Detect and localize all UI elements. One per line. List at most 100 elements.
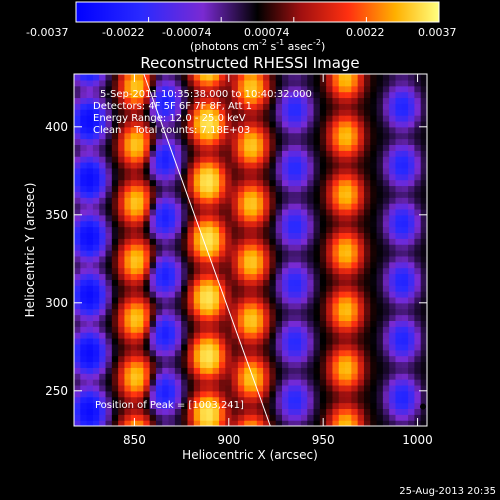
heatmap-cell <box>326 308 334 316</box>
heatmap-cell <box>111 308 119 316</box>
heatmap-cell <box>401 220 409 228</box>
heatmap-cell <box>370 261 378 269</box>
heatmap-cell <box>149 238 157 245</box>
heatmap-cell <box>149 373 157 380</box>
heatmap-cell <box>124 338 132 345</box>
heatmap-cell <box>408 115 415 122</box>
heatmap-cell <box>193 320 201 327</box>
heatmap-cell <box>187 250 195 257</box>
heatmap-cell <box>326 390 334 398</box>
heatmap-cell <box>200 144 207 151</box>
heatmap-cell <box>313 373 321 380</box>
heatmap-cell <box>313 91 321 99</box>
heatmap-cell <box>218 291 226 298</box>
heatmap-cell <box>218 126 226 134</box>
heatmap-cell <box>269 267 277 275</box>
heatmap-cell <box>313 132 321 140</box>
heatmap-cell <box>155 156 163 163</box>
heatmap-cell <box>395 320 403 327</box>
heatmap-cell <box>351 338 359 345</box>
heatmap-cell <box>420 326 427 333</box>
heatmap-cell <box>269 238 277 245</box>
heatmap-cell <box>408 208 415 216</box>
heatmap-cell <box>155 326 163 333</box>
heatmap-cell <box>174 308 182 316</box>
heatmap-cell <box>118 332 126 339</box>
heatmap-cell <box>376 273 384 280</box>
heatmap-cell <box>307 167 315 175</box>
heatmap-cell <box>212 238 220 245</box>
heatmap-cell <box>218 314 226 321</box>
heatmap-cell <box>155 208 163 216</box>
heatmap-cell <box>231 126 239 134</box>
heatmap-cell <box>332 273 340 280</box>
heatmap-cell <box>162 220 170 228</box>
heatmap-cell <box>225 173 233 181</box>
heatmap-cell <box>80 197 88 204</box>
heatmap-cell <box>263 408 271 415</box>
heatmap-cell <box>345 103 352 110</box>
heatmap-cell <box>288 91 296 99</box>
heatmap-cell <box>370 396 378 404</box>
heatmap-cell <box>300 226 308 233</box>
heatmap-cell <box>92 285 100 292</box>
heatmap-cell <box>105 220 113 228</box>
heatmap-cell <box>389 349 397 357</box>
heatmap-cell <box>395 367 403 374</box>
heatmap-cell <box>332 91 340 99</box>
heatmap-cell <box>282 85 289 93</box>
heatmap-cell <box>244 244 252 251</box>
heatmap-cell <box>193 349 201 357</box>
heatmap-cell <box>237 197 245 204</box>
heatmap-cell <box>193 126 201 134</box>
heatmap-cell <box>294 420 302 426</box>
heatmap-cell <box>99 402 107 409</box>
heatmap-cell <box>218 150 226 157</box>
heatmap-cell <box>363 208 371 216</box>
heatmap-cell <box>307 279 315 286</box>
heatmap-cell <box>332 379 340 386</box>
heatmap-cell <box>206 109 214 116</box>
heatmap-cell <box>244 355 252 363</box>
heatmap-cell <box>420 255 427 263</box>
heatmap-cell <box>250 109 258 116</box>
heatmap-cell <box>118 314 126 321</box>
heatmap-cell <box>137 314 144 321</box>
heatmap-cell <box>174 349 182 357</box>
heatmap-cell <box>401 232 409 239</box>
heatmap-cell <box>74 115 81 122</box>
heatmap-cell <box>155 179 163 187</box>
heatmap-cell <box>225 238 233 245</box>
heatmap-cell <box>218 332 226 339</box>
heatmap-cell <box>263 267 271 275</box>
heatmap-cell <box>218 361 226 368</box>
heatmap-cell <box>319 203 327 210</box>
heatmap-cell <box>382 267 390 275</box>
heatmap-cell <box>149 120 157 128</box>
heatmap-cell <box>80 396 88 404</box>
heatmap-cell <box>111 97 119 104</box>
heatmap-cell <box>244 179 252 187</box>
heatmap-cell <box>206 261 214 269</box>
heatmap-cell <box>124 261 132 269</box>
heatmap-cell <box>370 167 378 175</box>
heatmap-cell <box>401 396 409 404</box>
heatmap-cell <box>137 150 144 157</box>
heatmap-cell <box>200 384 207 392</box>
heatmap-cell <box>200 97 207 104</box>
heatmap-cell <box>288 167 296 175</box>
heatmap-cell <box>250 402 258 409</box>
heatmap-cell <box>319 390 327 398</box>
heatmap-cell <box>382 220 390 228</box>
heatmap-cell <box>137 420 144 426</box>
heatmap-cell <box>351 408 359 415</box>
heatmap-cell <box>345 238 352 245</box>
heatmap-cell <box>149 326 157 333</box>
heatmap-cell <box>111 220 119 228</box>
heatmap-cell <box>414 232 422 239</box>
heatmap-cell <box>162 420 170 426</box>
heatmap-cell <box>370 173 378 181</box>
heatmap-cell <box>80 420 88 426</box>
heatmap-cell <box>357 367 365 374</box>
heatmap-cell <box>332 308 340 316</box>
